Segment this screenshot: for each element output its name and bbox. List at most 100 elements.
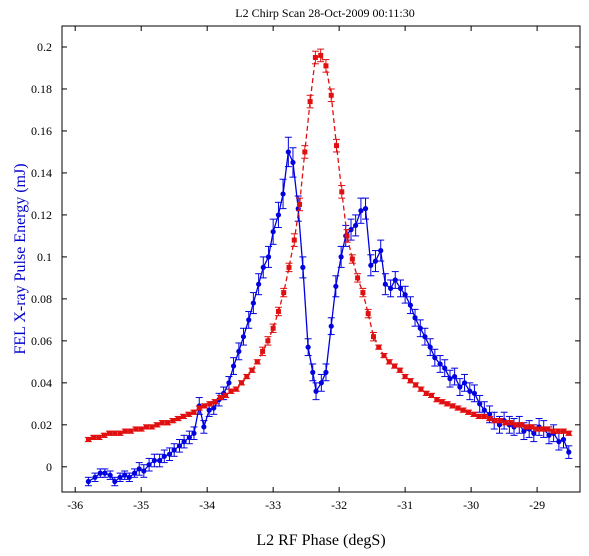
data-point — [285, 149, 291, 155]
data-point — [397, 285, 404, 291]
y-tick-label: 0.18 — [31, 82, 52, 96]
data-point — [402, 292, 408, 298]
data-point — [339, 189, 345, 195]
y-tick-label: 0.2 — [37, 40, 52, 54]
y-tick-label: 0 — [46, 460, 52, 474]
data-point — [338, 254, 344, 260]
data-point — [529, 424, 535, 430]
data-point — [85, 437, 91, 443]
data-point — [101, 432, 107, 438]
data-point — [280, 191, 286, 197]
data-point — [265, 338, 271, 344]
data-point — [392, 363, 398, 369]
y-axis-label: FEL X-ray Pulse Energy (mJ) — [12, 163, 29, 354]
data-point — [256, 281, 262, 287]
data-point — [161, 453, 167, 459]
data-point — [524, 424, 530, 430]
data-point — [122, 472, 128, 478]
data-point — [360, 290, 366, 296]
data-point — [254, 359, 260, 365]
series-group — [84, 48, 573, 443]
x-tick-label: -35 — [133, 498, 149, 512]
data-point — [201, 424, 207, 430]
data-point — [191, 409, 197, 415]
data-point — [432, 355, 438, 361]
data-point — [471, 411, 477, 417]
chart-title: L2 Chirp Scan 28-Oct-2009 00:11:30 — [235, 6, 415, 20]
data-point — [318, 52, 324, 58]
data-point — [481, 413, 487, 419]
data-point — [397, 367, 403, 373]
data-point — [457, 384, 463, 390]
data-point — [310, 369, 316, 375]
data-point — [107, 472, 113, 478]
data-point — [107, 430, 113, 436]
data-point — [452, 373, 458, 380]
data-point — [270, 325, 276, 331]
data-point — [455, 405, 461, 411]
data-point — [313, 388, 319, 394]
x-tick-label: -32 — [331, 498, 347, 512]
data-point — [186, 411, 192, 417]
data-point — [521, 428, 527, 434]
data-point — [365, 311, 371, 317]
data-point — [117, 474, 123, 480]
data-point — [417, 325, 423, 331]
data-point — [186, 434, 192, 441]
data-point — [240, 334, 247, 340]
data-point — [159, 420, 165, 426]
data-point — [427, 344, 433, 350]
data-point — [211, 405, 217, 411]
data-point — [362, 206, 369, 212]
data-point — [166, 451, 173, 457]
data-point — [207, 401, 213, 407]
data-point — [545, 426, 551, 432]
data-point — [422, 334, 428, 340]
y-tick-label: 0.06 — [31, 334, 52, 348]
y-axis: 0 0.02 0.04 0.06 0.08 0.1 0.12 0.14 0.16 0.18 0.2 — [31, 40, 580, 474]
data-point — [297, 201, 303, 207]
data-point — [112, 478, 118, 485]
data-point — [434, 397, 440, 403]
data-point — [212, 399, 218, 405]
data-point — [154, 422, 160, 428]
data-point — [477, 401, 483, 407]
data-point — [175, 416, 181, 422]
x-tick-label: -29 — [529, 498, 545, 512]
data-point — [238, 380, 244, 386]
data-point — [250, 300, 256, 306]
data-point — [246, 317, 252, 323]
data-point — [307, 99, 313, 105]
data-point — [481, 407, 487, 413]
data-point — [202, 403, 208, 409]
data-point — [496, 422, 503, 428]
data-point — [92, 474, 98, 480]
data-point — [323, 369, 329, 375]
data-point — [392, 277, 398, 283]
y-tick-label: 0.16 — [31, 124, 52, 138]
data-point — [561, 428, 567, 434]
data-point — [275, 308, 281, 314]
plot-area — [61, 25, 581, 493]
data-point — [328, 92, 334, 98]
y-tick-label: 0.14 — [31, 166, 52, 180]
data-point — [355, 275, 361, 281]
data-point — [223, 392, 229, 398]
data-point — [461, 380, 468, 386]
data-point — [91, 434, 97, 440]
data-point — [407, 302, 414, 308]
x-tick-label: -30 — [463, 498, 479, 512]
data-point — [476, 413, 482, 419]
data-point — [546, 432, 552, 438]
data-point — [180, 413, 186, 419]
y-tick-label: 0.1 — [37, 250, 52, 264]
data-point — [412, 315, 418, 321]
data-point — [566, 449, 572, 455]
data-point — [181, 439, 187, 445]
data-point — [286, 264, 292, 270]
data-point — [226, 380, 232, 386]
data-point — [233, 386, 239, 392]
data-point — [312, 54, 318, 60]
data-point — [372, 258, 379, 264]
data-point — [244, 374, 250, 380]
